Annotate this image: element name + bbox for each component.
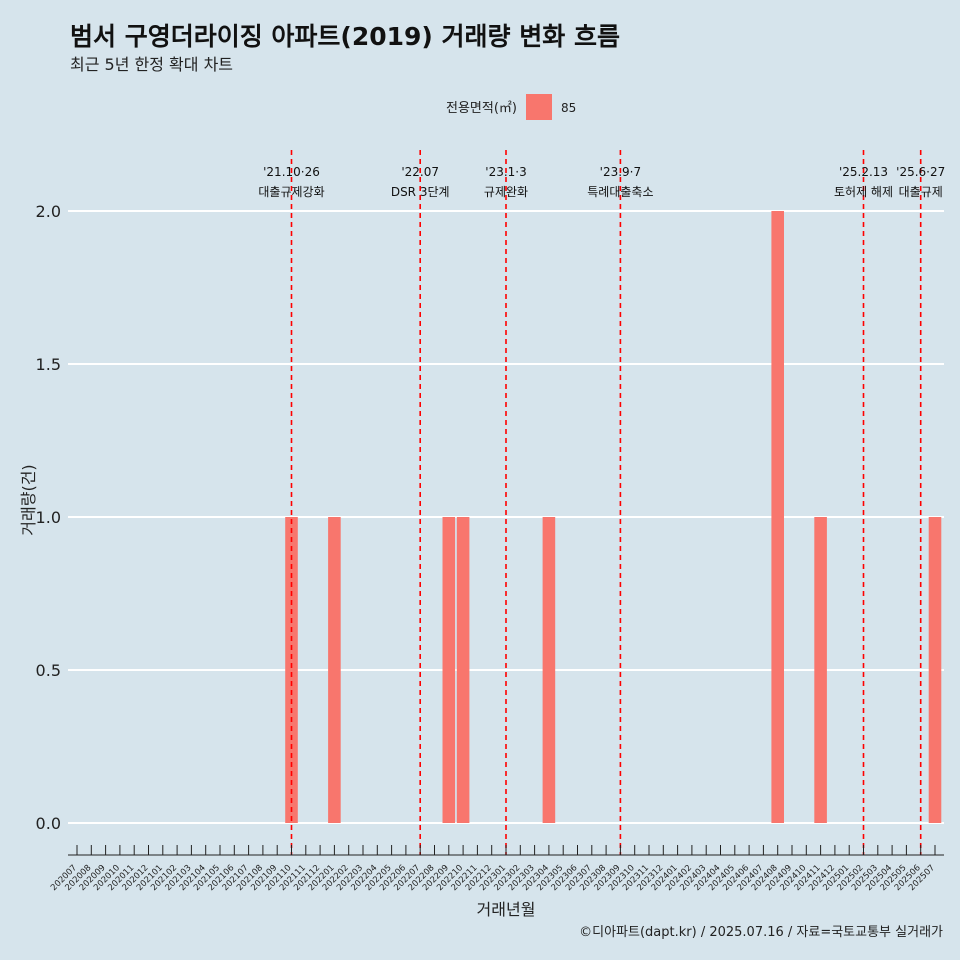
chart-title: 범서 구영더라이징 아파트(2019) 거래량 변화 흐름 bbox=[70, 22, 620, 51]
y-tick-label: 1.0 bbox=[36, 508, 61, 527]
event-date-label: '22.07 bbox=[401, 165, 439, 179]
event-date-label: '23.9·7 bbox=[600, 165, 641, 179]
x-tick-labels: 2020072020082020092020102020112020122021… bbox=[49, 845, 937, 893]
legend-label: 85 bbox=[561, 101, 576, 115]
event-date-label: '25.6·27 bbox=[896, 165, 945, 179]
bar-202304 bbox=[542, 517, 556, 823]
bars bbox=[285, 211, 942, 823]
grid-lines bbox=[68, 210, 944, 824]
event-name-label: 대출규제강화 bbox=[258, 185, 324, 199]
bar-202411 bbox=[814, 517, 827, 823]
y-axis-label: 거래량(건) bbox=[19, 464, 38, 535]
bar-202209 bbox=[442, 517, 456, 823]
event-name-label: 특례대출축소 bbox=[587, 185, 653, 199]
y-tick-label: 0.0 bbox=[36, 814, 61, 833]
bar-202201 bbox=[328, 517, 341, 823]
legend-title: 전용면적(㎡) bbox=[446, 101, 517, 116]
chart-subtitle: 최근 5년 한정 확대 차트 bbox=[70, 55, 233, 74]
event-name-label: 대출규제 bbox=[899, 185, 943, 199]
event-name-label: 토허제 해제 bbox=[834, 185, 893, 199]
bar-202210 bbox=[456, 517, 470, 823]
event-date-label: '21.10·26 bbox=[263, 165, 320, 179]
y-tick-label: 0.5 bbox=[36, 661, 61, 680]
event-date-label: '25.2.13 bbox=[839, 165, 888, 179]
y-tick-label: 2.0 bbox=[36, 202, 61, 221]
legend-swatch bbox=[526, 94, 552, 120]
x-axis-label: 거래년월 bbox=[477, 900, 536, 919]
chart-caption: ©디아파트(dapt.kr) / 2025.07.16 / 자료=국토교통부 실… bbox=[579, 925, 943, 940]
event-date-label: '23.1·3 bbox=[485, 165, 526, 179]
bar-202110 bbox=[285, 517, 298, 823]
event-name-label: DSR 3단계 bbox=[391, 185, 450, 199]
bar-202408 bbox=[771, 211, 784, 823]
event-markers: '21.10·26 대출규제강화 '22.07 DSR 3단계 '23.1·3 규제완화 '… bbox=[258, 150, 945, 855]
y-tick-label: 1.5 bbox=[36, 355, 61, 374]
y-tick-labels: 0.0 0.5 1.0 1.5 2.0 bbox=[36, 202, 61, 833]
bar-202507 bbox=[928, 517, 942, 823]
event-name-label: 규제완화 bbox=[484, 185, 528, 199]
